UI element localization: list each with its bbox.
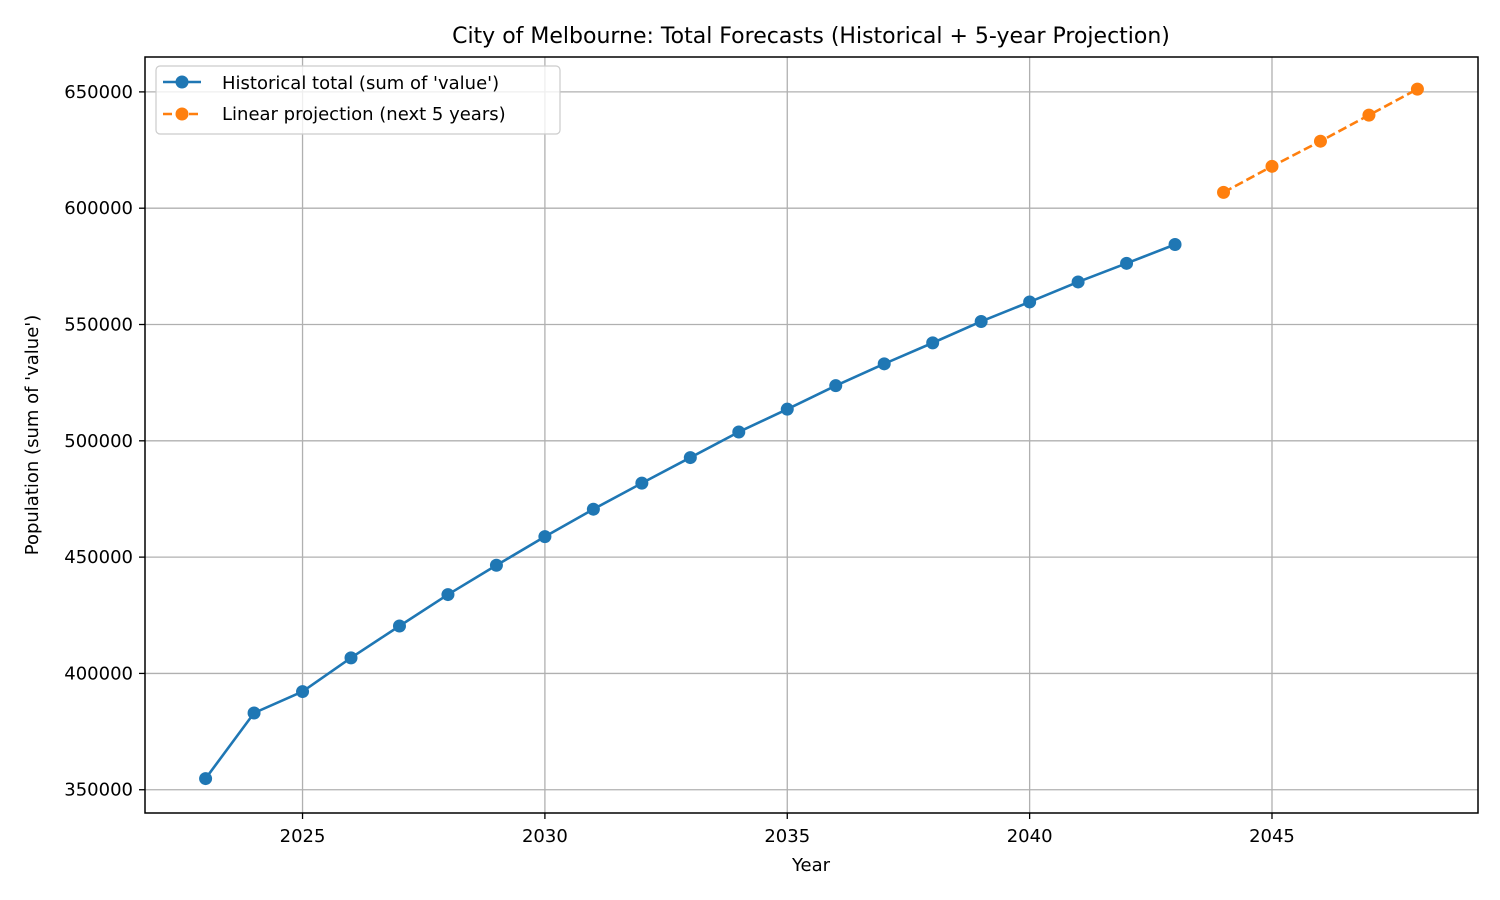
data-point xyxy=(974,314,988,328)
x-tick-label: 2035 xyxy=(764,826,810,847)
data-point xyxy=(732,425,746,439)
data-point xyxy=(489,558,503,572)
x-tick-label: 2025 xyxy=(280,826,326,847)
data-point xyxy=(441,588,455,602)
legend: Historical total (sum of 'value') Linear… xyxy=(155,65,561,135)
data-point xyxy=(829,379,843,393)
plot-frame xyxy=(144,56,1479,814)
data-point xyxy=(683,451,697,465)
data-point xyxy=(538,530,552,544)
data-point xyxy=(1120,256,1134,270)
y-tick-label: 650000 xyxy=(64,82,133,103)
data-point xyxy=(1265,159,1279,173)
y-axis-label: Population (sum of 'value') xyxy=(22,315,43,556)
data-point xyxy=(1217,185,1231,199)
x-tick-label: 2040 xyxy=(1007,826,1053,847)
legend-box xyxy=(155,65,561,135)
legend-label: Historical total (sum of 'value') xyxy=(222,73,499,94)
data-point xyxy=(1168,237,1182,251)
x-tick-label: 2045 xyxy=(1249,826,1295,847)
data-point xyxy=(1362,108,1376,122)
data-point xyxy=(1023,295,1037,309)
legend-label: Linear projection (next 5 years) xyxy=(222,104,506,125)
y-tick-label: 350000 xyxy=(64,780,133,801)
data-point xyxy=(586,502,600,516)
data-point xyxy=(296,685,310,699)
legend-swatch-marker xyxy=(175,107,189,121)
chart-title: City of Melbourne: Total Forecasts (Hist… xyxy=(452,24,1170,49)
series-layer xyxy=(199,82,1424,786)
data-point xyxy=(199,772,213,786)
data-point xyxy=(344,651,358,665)
data-point xyxy=(392,619,406,633)
y-tick-label: 400000 xyxy=(64,663,133,684)
data-point xyxy=(247,706,261,720)
data-point xyxy=(926,336,940,350)
data-point xyxy=(877,357,891,371)
data-point xyxy=(780,402,794,416)
y-tick-label: 550000 xyxy=(64,315,133,336)
y-tick-label: 500000 xyxy=(64,431,133,452)
data-point xyxy=(1410,82,1424,96)
data-point xyxy=(635,476,649,490)
y-tick-label: 600000 xyxy=(64,198,133,219)
data-point xyxy=(1071,275,1085,289)
tick-layer: 2025 2030 2035 2040 2045 350000 400000 450000 50… xyxy=(64,82,1295,847)
x-tick-label: 2030 xyxy=(522,826,568,847)
legend-swatch-marker xyxy=(175,75,189,89)
x-axis-label: Year xyxy=(791,855,831,876)
y-tick-label: 450000 xyxy=(64,547,133,568)
data-point xyxy=(1313,134,1327,148)
